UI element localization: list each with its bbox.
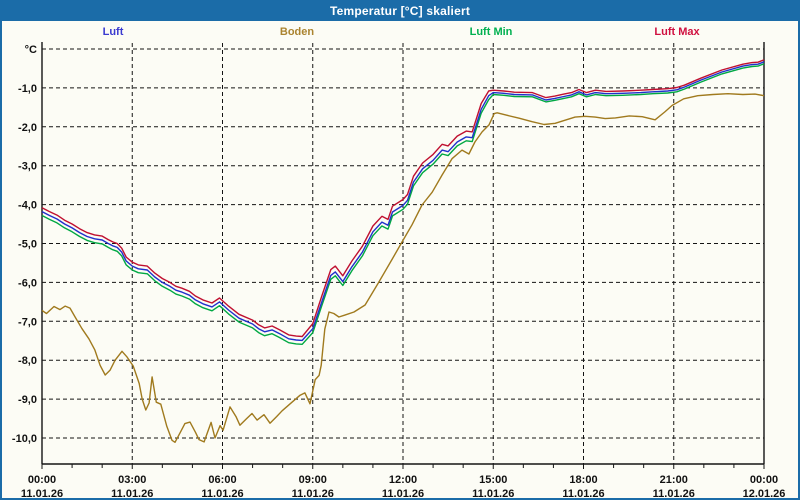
x-tick-date: 11.01.26 [21,488,63,500]
y-tick-label: -5,0 [18,239,37,251]
y-tick-label: -1,0 [18,83,37,95]
x-tick-date: 11.01.26 [201,488,243,500]
x-tick-time: 21:00 [660,474,688,486]
x-tick-date: 11.01.26 [382,488,424,500]
window-titlebar: Temperatur [°C] skaliert [2,2,798,21]
legend-item-luft-min: Luft Min [469,26,513,38]
x-tick-time: 18:00 [569,474,597,486]
x-tick-time: 03:00 [118,474,146,486]
y-tick-label: -4,0 [18,200,37,212]
x-tick-time: 00:00 [28,474,56,486]
series-line-luft-min [41,63,765,345]
x-tick-date: 11.01.26 [562,488,604,500]
x-tick-time: 00:00 [750,474,778,486]
x-tick-date: 11.01.26 [111,488,153,500]
x-tick-date: 11.01.26 [472,488,514,500]
legend-item-boden: Boden [279,26,315,38]
series-line-luft-max [41,59,765,338]
y-tick-label: -9,0 [18,394,37,406]
y-tick-label: -8,0 [18,355,37,367]
x-tick-time: 09:00 [299,474,327,486]
x-tick-time: 06:00 [208,474,236,486]
y-tick-label: -7,0 [18,316,37,328]
legend-item-luft: Luft [102,26,124,38]
y-tick-label: -3,0 [18,161,37,173]
x-tick-date: 12.01.26 [743,488,786,500]
series-line-boden [41,92,765,443]
y-tick-label: -10,0 [12,433,37,445]
x-tick-time: 15:00 [479,474,507,486]
y-axis-unit-label: °C [25,44,37,56]
y-tick-label: -2,0 [18,122,37,134]
legend-item-luft-max: Luft Max [654,26,700,38]
x-tick-date: 11.01.26 [653,488,695,500]
x-tick-time: 12:00 [389,474,417,486]
y-tick-label: -6,0 [18,277,37,289]
window-title: Temperatur [°C] skaliert [329,4,471,18]
series-line-luft [41,61,765,342]
x-tick-date: 11.01.26 [292,488,334,500]
